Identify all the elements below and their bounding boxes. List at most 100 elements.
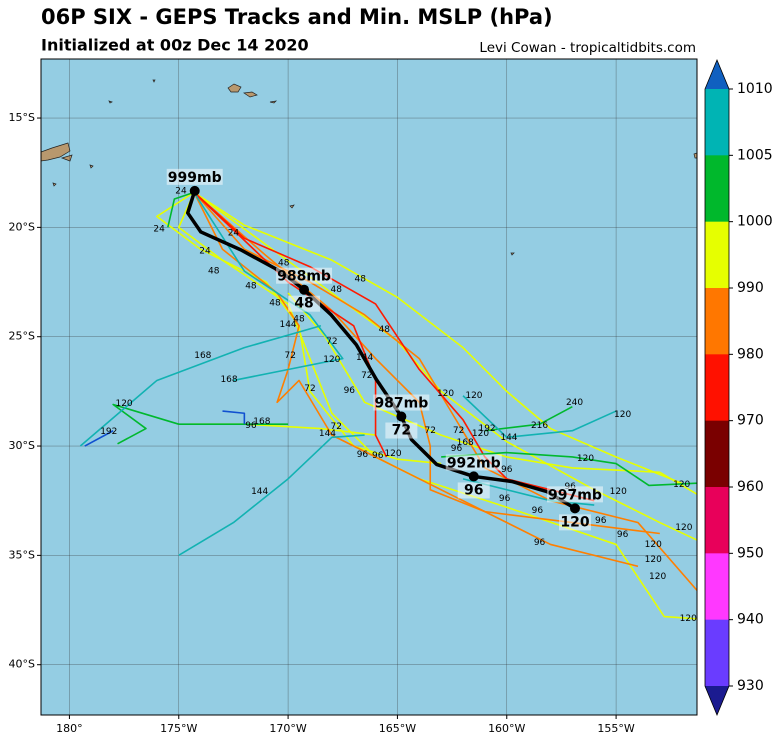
hour-label: 120 — [610, 487, 627, 497]
hour-label: 96 — [499, 494, 511, 504]
colorbar-tick-label: 970 — [737, 413, 764, 429]
x-tick-label: 165°W — [379, 722, 416, 735]
hour-label: 24 — [175, 186, 187, 196]
pressure-label: 987mb — [374, 396, 428, 412]
hour-label: 24 — [153, 224, 165, 234]
pressure-label: 988mb — [277, 269, 331, 285]
colorbar-segment — [705, 155, 729, 223]
mean-point — [396, 411, 407, 422]
hour-labels: 24 24 24 24 48 48 48 48 48 48 48 48 72 72 72 72 72 72 72 96… — [100, 186, 697, 623]
y-tick-label: 25°S — [9, 330, 35, 343]
member-track — [287, 292, 698, 495]
member-track — [178, 434, 365, 557]
hour-label: 168 — [253, 417, 270, 427]
axes: 180° 175°W 170°W 165°W 160°W 155°W 15°S 20°S 25°… — [9, 111, 635, 735]
subtitle: Initialized at 00z Dec 14 2020 — [41, 36, 309, 55]
label-bg — [385, 422, 418, 439]
hour-label: 72 — [285, 351, 296, 361]
hour-label: 120 — [673, 480, 690, 490]
hour-label: 144 — [251, 487, 268, 497]
hour-label: 72 — [304, 384, 315, 394]
y-tick-label: 20°S — [9, 220, 35, 233]
hour-label: 120 — [675, 523, 692, 533]
colorbar-tick-label: 990 — [737, 280, 764, 296]
label-bg — [373, 394, 430, 411]
hour-label: 72 — [453, 426, 464, 436]
hour-label: 216 — [531, 421, 548, 431]
hour-label: 48 — [330, 285, 342, 295]
colorbar-tick-label: 1005 — [737, 147, 773, 163]
hour-label: 240 — [566, 398, 583, 408]
hour-label: 96 — [372, 451, 384, 461]
colorbar-segment — [705, 221, 729, 289]
hour-label: 96 — [357, 450, 369, 460]
hour-label: 120 — [577, 454, 594, 464]
credit: Levi Cowan - tropicaltidbits.com — [479, 40, 696, 56]
hour-label: 72 — [425, 426, 436, 436]
y-tick-label: 15°S — [9, 111, 35, 124]
hour-label: 48 — [379, 325, 391, 335]
grid — [41, 59, 697, 715]
x-tick-label: 180° — [56, 722, 83, 735]
hour-label: 120 — [645, 540, 662, 550]
hour-label: 48 — [355, 274, 367, 284]
x-tick-label: 175°W — [160, 722, 197, 735]
colorbar-tick-label: 960 — [737, 479, 764, 495]
hour-label: 96 — [595, 516, 607, 526]
hour-label-mean: 48 — [294, 296, 313, 312]
member-track — [441, 451, 698, 487]
label-bg — [546, 486, 603, 503]
member-track — [193, 191, 595, 502]
hour-label: 72 — [361, 371, 372, 381]
hour-label: 72 — [326, 337, 337, 347]
member-track — [193, 191, 344, 382]
member-track — [462, 395, 617, 439]
hour-label-mean: 120 — [560, 514, 589, 530]
map-frame — [40, 58, 698, 716]
hour-label: 96 — [617, 530, 629, 540]
x-tick-label: 155°W — [597, 722, 634, 735]
pressure-label: 999mb — [168, 170, 222, 186]
ocean — [41, 59, 697, 715]
colorbar-segment — [705, 288, 729, 355]
label-bg — [457, 482, 490, 499]
member-track — [484, 405, 573, 432]
label-bg — [276, 267, 333, 284]
y-tick-label: 40°S — [9, 658, 35, 671]
hour-label: 144 — [319, 429, 336, 439]
colorbar-tick-label: 940 — [737, 612, 764, 628]
hour-label: 96 — [534, 538, 546, 548]
hour-label: 48 — [245, 281, 257, 291]
hour-label: 120 — [437, 389, 454, 399]
pressure-label: 997mb — [548, 487, 602, 503]
member-track — [79, 325, 322, 447]
colorbar-tick-label: 1000 — [737, 214, 773, 230]
label-bg — [558, 514, 591, 531]
colorbar-over — [705, 60, 729, 89]
colorbar-segment — [705, 487, 729, 554]
hour-label: 72 — [330, 422, 341, 432]
hour-label: 120 — [323, 355, 340, 365]
hour-label: 120 — [680, 614, 697, 624]
label-bg — [445, 454, 502, 471]
colorbar: 1010 1005 1000 990 980 970 960 950 940 930 — [704, 58, 773, 717]
member-track — [193, 192, 660, 535]
hour-label: 96 — [344, 386, 356, 396]
x-tick-label: 160°W — [488, 722, 525, 735]
land — [40, 79, 698, 256]
pressure-label: 992mb — [447, 455, 501, 471]
y-tick-label: 35°S — [9, 548, 35, 561]
hour-label: 96 — [451, 444, 463, 454]
hour-label: 48 — [208, 266, 220, 276]
hour-label: 120 — [645, 555, 662, 565]
hour-label: 48 — [269, 298, 281, 308]
colorbar-segment — [705, 354, 729, 422]
hour-label: 96 — [501, 465, 513, 475]
hour-label: 96 — [245, 421, 257, 431]
mean-point — [569, 503, 580, 514]
hour-label: 144 — [279, 320, 296, 330]
hour-label: 120 — [115, 399, 132, 409]
hour-label: 24 — [228, 228, 240, 238]
label-bg — [166, 168, 223, 185]
